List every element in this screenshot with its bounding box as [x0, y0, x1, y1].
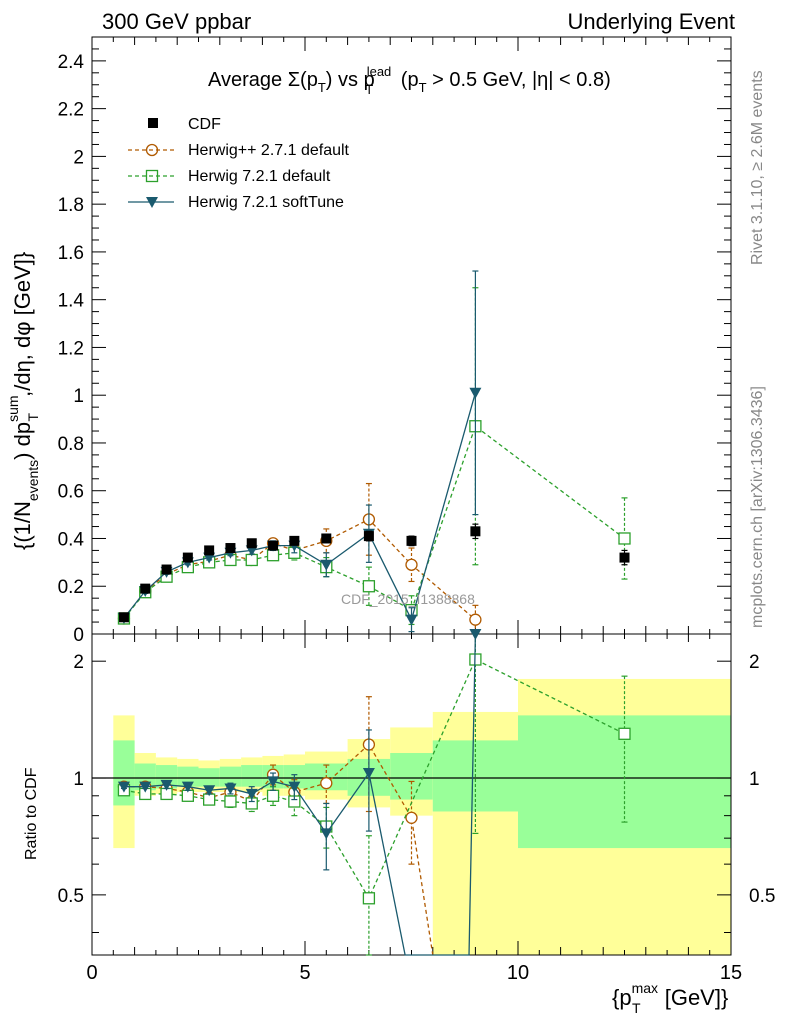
- ratio-filled-triangle-down-point: [139, 781, 152, 793]
- ratio-y-tick-label: 2: [73, 652, 84, 673]
- ratio-filled-triangle-down-point: [245, 788, 258, 800]
- ratio-filled-triangle-down-line: [123, 633, 477, 956]
- ratio-y-axis-label: Ratio to CDF: [23, 767, 40, 860]
- main-y-tick-label: 2: [73, 147, 84, 168]
- ratio-open-square-point: [362, 892, 376, 905]
- legend-marker-softtune: [146, 197, 158, 208]
- ratio-open-circle-point: [405, 811, 418, 824]
- ratio-filled-triangle-down-point: [203, 785, 216, 797]
- ratio-filled-triangle-down-point: [181, 781, 194, 793]
- ratio-filled-triangle-down-point: [160, 779, 173, 791]
- ratio-y-tick-label-right: 0.5: [749, 886, 775, 907]
- ratio-band-inner: [134, 763, 156, 791]
- legend-label-herwigpp: Herwig++ 2.7.1 default: [188, 142, 350, 159]
- main-y-tick-label: 2.2: [58, 100, 84, 121]
- ratio-panel: 0.5 1 2 0.5 1 2 0 5 10 15: [58, 629, 775, 984]
- ratio-filled-triangle-down-point: [469, 629, 482, 640]
- main-y-tick-label: 1.2: [58, 338, 84, 359]
- legend-marker-herwigpp: [145, 143, 159, 157]
- legend: CDF Herwig++ 2.7.1 default Herwig 7.2.1 …: [128, 116, 350, 211]
- ratio-y-tick-label: 1: [73, 769, 84, 790]
- x-tick-label: 10: [507, 962, 529, 984]
- main-filled-square-point: [118, 612, 129, 623]
- rivet-label: Rivet 3.1.10, ≥ 2.6M events: [749, 70, 766, 265]
- main-filled-square-point: [182, 552, 193, 563]
- main-open-square-point: [618, 532, 631, 545]
- main-filled-square-point: [619, 552, 630, 563]
- ratio-filled-triangle-down-point: [117, 781, 130, 793]
- main-title: Average Σ(pT) vs plead T (pT > 0.5 GeV, |…: [208, 64, 611, 97]
- legend-label-softtune: Herwig 7.2.1 softTune: [188, 194, 344, 211]
- main-filled-triangle-down-point: [469, 387, 482, 399]
- main-y-tick-label: 2.4: [58, 52, 85, 73]
- main-filled-triangle-down-point: [320, 559, 333, 571]
- main-filled-square-point: [289, 535, 300, 546]
- ratio-filled-triangle-down-point: [288, 781, 301, 793]
- main-filled-square-point: [225, 543, 236, 554]
- main-filled-square-point: [406, 535, 417, 546]
- main-filled-square-point: [204, 545, 215, 556]
- ratio-open-square-point: [266, 789, 280, 802]
- ratio-band-inner: [241, 765, 263, 787]
- main-filled-triangle-down-point: [405, 614, 418, 626]
- ratio-filled-triangle-down-point: [267, 776, 280, 788]
- main-y-tick-label: 0.6: [58, 482, 84, 503]
- ratio-filled-triangle-down-point: [362, 768, 375, 780]
- ratio-open-square-point: [618, 727, 631, 740]
- main-y-tick-label: 1.8: [58, 195, 84, 216]
- main-y-tick-label: 1: [73, 386, 84, 407]
- main-y-tick-label: 0.2: [58, 577, 84, 598]
- x-tick-label: 15: [720, 962, 742, 984]
- main-filled-square-point: [470, 526, 481, 537]
- legend-marker-cdf: [148, 118, 158, 128]
- x-tick-label: 5: [299, 962, 310, 984]
- analysis-watermark: CDF_2015_I1388868: [341, 591, 475, 607]
- main-panel: 0 0.2 0.4 0.6 0.8 1 1.2 1.4 1.6 1.8 2 2.2 2.4: [58, 36, 732, 646]
- ratio-band-inner: [219, 766, 242, 787]
- ratio-uncertainty-bands: [113, 678, 731, 955]
- main-y-tick-label: 0.4: [58, 529, 85, 550]
- main-filled-square-point: [246, 538, 257, 549]
- ratio-open-circle-point: [320, 777, 333, 790]
- ratio-open-square-point: [224, 795, 237, 808]
- x-axis-label: {pmax T [GeV]}: [612, 980, 728, 1016]
- main-y-tick-label: 0.8: [58, 434, 84, 455]
- main-y-tick-label: 0: [73, 625, 84, 646]
- main-filled-square-point: [321, 533, 332, 544]
- main-y-tick-label: 1.4: [58, 291, 85, 312]
- ratio-band-inner: [155, 765, 178, 789]
- header-right: Underlying Event: [567, 9, 735, 34]
- main-open-square-point: [362, 580, 376, 593]
- x-tick-label: 0: [86, 962, 97, 984]
- main-filled-square-point: [363, 531, 374, 542]
- main-filled-square-point: [268, 540, 279, 551]
- ratio-y-tick-label-right: 1: [749, 769, 760, 790]
- main-y-axis-label: {(1/Nevents) dpsum T,/dη, dφ [GeV]}: [5, 252, 41, 550]
- main-y-tick-label: 1.6: [58, 243, 84, 264]
- header-left: 300 GeV ppbar: [102, 9, 251, 34]
- main-filled-square-point: [140, 583, 151, 594]
- legend-label-cdf: CDF: [188, 116, 221, 133]
- ratio-y-tick-label-right: 2: [749, 652, 760, 673]
- legend-marker-herwig721: [145, 169, 159, 183]
- ratio-y-tick-label: 0.5: [58, 886, 84, 907]
- legend-label-herwig721: Herwig 7.2.1 default: [188, 168, 331, 185]
- main-open-circle-point: [405, 558, 418, 571]
- main-filled-square-point: [161, 564, 172, 575]
- ratio-filled-triangle-down-point: [320, 828, 333, 840]
- mcplots-label: mcplots.cern.ch [arXiv:1306.3436]: [749, 386, 766, 628]
- ratio-filled-triangle-down-point: [224, 783, 237, 795]
- main-open-circle-point: [469, 613, 482, 626]
- ratio-band-inner: [177, 766, 199, 787]
- main-filled-triangle-down-line: [123, 392, 477, 622]
